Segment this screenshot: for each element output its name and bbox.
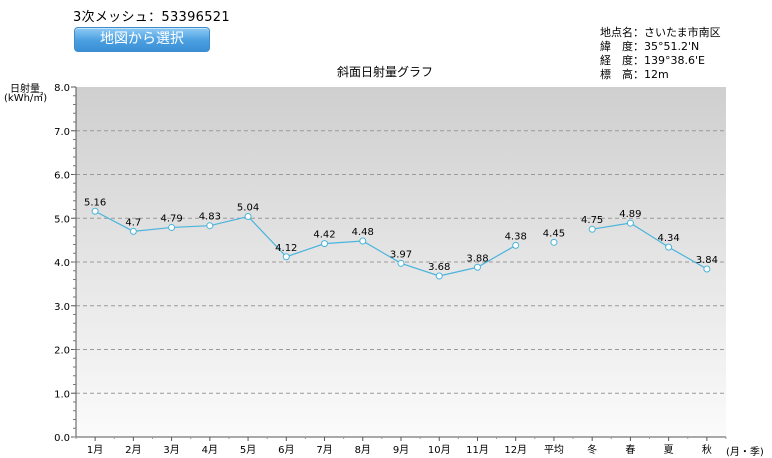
x-tick-label: 11月: [466, 444, 489, 456]
data-label: 3.68: [428, 262, 450, 273]
data-point: [206, 222, 214, 230]
data-label: 4.79: [160, 213, 182, 224]
y-tick-label: 2.0: [54, 346, 70, 357]
altitude-label: 標 高：: [600, 68, 644, 81]
y-axis-unit: (kWh/㎡): [4, 92, 47, 104]
data-labels: 5.16 4.7 4.79 4.83 5.04 4.12 4.42 4.48 3.97 3.68 3…: [84, 197, 718, 273]
x-axis-label: (月・季): [726, 446, 764, 458]
mesh-code: 53396521: [161, 10, 230, 25]
latitude-value: 35°51.2'N: [644, 40, 700, 53]
longitude-value: 139°38.6'E: [644, 54, 705, 67]
data-label: 4.38: [505, 231, 527, 242]
longitude-row: 経 度：139°38.6'E: [600, 54, 721, 68]
data-label: 4.83: [199, 212, 221, 223]
data-point: [91, 207, 99, 215]
x-tick-label: 7月: [316, 444, 332, 456]
data-label: 4.89: [619, 209, 641, 220]
place-label: 地点名：: [600, 26, 644, 39]
x-tick-label: 夏: [664, 444, 674, 456]
y-tick-label: 4.0: [54, 258, 70, 269]
data-point: [626, 219, 634, 227]
y-tick-label: 3.0: [54, 302, 70, 313]
mesh-label: 3次メッシュ：: [73, 10, 162, 25]
series-segment: [592, 222, 708, 270]
select-from-map-button[interactable]: 地図から選択: [74, 27, 210, 52]
x-ticks: 1月 2月 3月 4月 5月 6月 7月 8月 9月 10月 11月 12月 平均 冬 春 夏 秋: [75, 437, 727, 456]
data-points: [91, 207, 711, 280]
data-label: 4.48: [352, 227, 374, 238]
y-tick-label: 1.0: [54, 389, 70, 400]
data-point: [703, 265, 711, 273]
x-tick-label: 5月: [240, 444, 256, 456]
data-label: 4.12: [275, 243, 297, 254]
x-tick-label: 平均: [544, 444, 564, 456]
x-tick-label: 春: [625, 444, 635, 456]
x-tick-label: 4月: [202, 444, 218, 456]
x-tick-label: 1月: [87, 444, 103, 456]
place-row: 地点名：さいたま市南区: [600, 26, 721, 40]
x-tick-label: 冬: [587, 443, 597, 456]
data-label: 4.7: [125, 217, 141, 228]
y-tick-label: 6.0: [54, 171, 70, 182]
data-point: [321, 240, 329, 248]
data-point: [244, 213, 252, 220]
data-point: [129, 227, 137, 235]
x-tick-label: 秋: [702, 443, 712, 456]
data-label: 4.42: [313, 230, 335, 241]
series-line: [94, 210, 708, 277]
longitude-label: 経 度：: [600, 54, 644, 67]
data-label: 5.16: [84, 197, 106, 208]
data-point: [282, 253, 290, 261]
x-tick-label: 3月: [163, 444, 179, 456]
grid-lines: [76, 130, 726, 394]
data-point: [397, 259, 405, 267]
x-tick-label: 8月: [355, 444, 371, 456]
y-tick-label: 8.0: [54, 83, 70, 94]
data-label: 4.75: [581, 215, 603, 226]
place-value: さいたま市南区: [644, 26, 721, 39]
data-point: [435, 272, 443, 280]
data-point: [168, 223, 176, 231]
x-tick-label: 2月: [125, 444, 141, 456]
data-label: 4.45: [543, 228, 565, 239]
chart-title: 斜面日射量グラフ: [337, 64, 433, 79]
data-label: 3.97: [390, 249, 412, 260]
altitude-value: 12m: [644, 68, 669, 81]
latitude-row: 緯 度：35°51.2'N: [600, 40, 721, 54]
x-tick-label: 10月: [428, 444, 451, 456]
data-point: [512, 241, 520, 249]
latitude-label: 緯 度：: [600, 40, 644, 53]
data-point: [473, 263, 481, 271]
data-point: [665, 243, 673, 251]
mesh-code-display: 3次メッシュ：53396521: [73, 6, 230, 25]
y-tick-label: 0.0: [54, 433, 70, 444]
x-tick-label: 12月: [504, 444, 527, 456]
data-label: 3.88: [466, 253, 488, 264]
altitude-row: 標 高：12m: [600, 68, 721, 82]
data-point: [550, 238, 558, 246]
x-tick-label: 6月: [278, 444, 294, 456]
y-tick-label: 7.0: [54, 127, 70, 138]
data-point: [588, 225, 596, 233]
data-label: 3.84: [696, 255, 718, 266]
y-tick-label: 5.0: [54, 214, 70, 225]
y-ticks: 0.0 1.0 2.0 3.0 4.0 5.0 6.0 7.0 8.0: [54, 83, 76, 444]
y-axis-label: 日射量: [10, 83, 40, 95]
data-label: 4.34: [658, 233, 680, 244]
data-point: [359, 237, 367, 245]
series-segment: [94, 210, 517, 277]
data-label: 5.04: [237, 203, 259, 214]
x-tick-label: 9月: [393, 444, 409, 456]
location-info: 地点名：さいたま市南区 緯 度：35°51.2'N 経 度：139°38.6'E…: [600, 26, 721, 82]
